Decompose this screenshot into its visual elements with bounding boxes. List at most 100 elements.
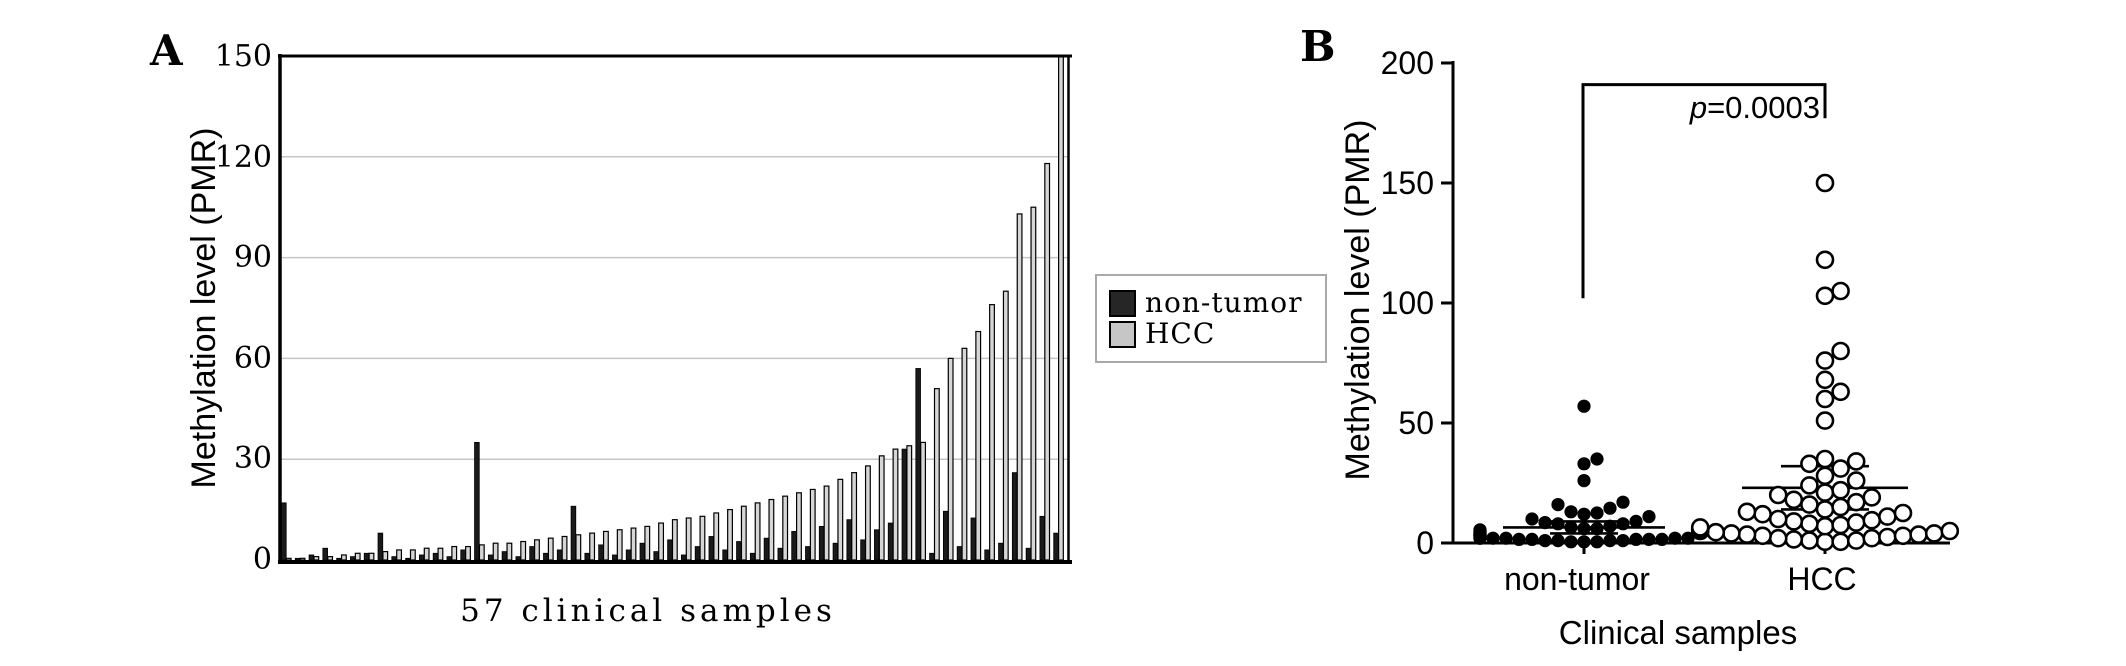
non-tumor-stat-lines	[1503, 520, 1665, 535]
data-point	[1831, 497, 1850, 517]
bar-non-tumor	[736, 541, 742, 561]
bar-non-tumor	[832, 542, 839, 561]
bar-non-tumor	[529, 546, 535, 561]
bar-hcc	[451, 545, 458, 561]
bar-non-tumor	[543, 552, 549, 561]
bar-hcc	[327, 556, 334, 561]
bar-hcc	[561, 535, 568, 561]
bar-non-tumor	[694, 546, 701, 561]
data-point	[1909, 525, 1928, 544]
bar-non-tumor	[322, 547, 328, 561]
data-point	[1815, 449, 1835, 469]
data-point	[1784, 490, 1804, 510]
bar-hcc	[465, 545, 471, 561]
data-point	[1538, 534, 1552, 548]
bar-non-tumor	[667, 539, 673, 561]
panel-b-ytick-100: 100	[1380, 285, 1434, 321]
data-point	[1538, 516, 1552, 530]
non-tumor-swatch-icon	[1109, 289, 1136, 317]
data-point	[1800, 495, 1819, 514]
bar-non-tumor	[708, 536, 715, 561]
data-point	[1564, 505, 1578, 519]
data-point	[1590, 535, 1604, 549]
data-point	[1846, 513, 1866, 532]
hcc-dots	[1690, 173, 1960, 552]
bar-non-tumor	[791, 531, 797, 561]
data-point	[1655, 532, 1669, 546]
bar-non-tumor	[501, 551, 508, 561]
data-point	[1831, 532, 1850, 552]
panel-b-y-axis-title: Methylation level (PMR)	[1339, 119, 1377, 481]
bar-non-tumor	[942, 510, 949, 561]
bar-hcc	[727, 509, 733, 561]
panel-b-scatter-chart	[1441, 61, 1960, 554]
bar-hcc	[685, 517, 692, 561]
data-point	[1512, 532, 1526, 546]
bar-non-tumor	[901, 448, 908, 561]
bar-non-tumor	[584, 552, 590, 561]
bar-non-tumor	[363, 552, 370, 561]
bar-hcc	[906, 445, 913, 561]
bar-hcc	[933, 388, 940, 561]
bar-non-tumor	[956, 546, 963, 561]
bar-hcc	[782, 495, 789, 561]
panel-a-bar-chart	[278, 54, 1072, 564]
data-point	[1551, 534, 1565, 548]
data-point	[1737, 525, 1757, 544]
bar-non-tumor	[308, 554, 315, 561]
bar-hcc	[423, 547, 430, 561]
bar-non-tumor	[722, 549, 728, 561]
bar-non-tumor	[887, 522, 894, 561]
data-point	[1846, 492, 1866, 512]
bar-hcc	[602, 530, 609, 561]
bar-non-tumor	[1025, 547, 1032, 561]
p-symbol: p	[1689, 90, 1708, 125]
bar-non-tumor	[474, 441, 480, 561]
bar-hcc	[920, 441, 927, 561]
bar-hcc	[671, 519, 678, 561]
bar-hcc	[768, 498, 775, 561]
bar-hcc	[864, 465, 871, 561]
bar-non-tumor	[294, 557, 301, 561]
data-point	[1753, 526, 1772, 546]
panel-a-ytick-30: 30	[233, 441, 272, 476]
panel-b-ytick-150: 150	[1380, 165, 1434, 201]
bar-hcc	[851, 472, 858, 561]
bar-non-tumor	[487, 554, 494, 561]
bar-non-tumor	[625, 549, 632, 561]
bar-hcc	[878, 455, 885, 561]
data-point	[1800, 454, 1819, 474]
bar-non-tumor	[391, 556, 397, 561]
bar-hcc	[520, 540, 527, 561]
bar-hcc	[354, 552, 361, 561]
bar-non-tumor	[350, 556, 356, 561]
data-point	[1473, 523, 1487, 537]
data-point	[1878, 527, 1897, 547]
bar-non-tumor	[777, 547, 784, 561]
bar-non-tumor	[432, 552, 439, 561]
data-point	[1940, 521, 1960, 541]
bar-non-tumor	[639, 542, 646, 561]
bar-non-tumor	[874, 529, 880, 561]
bar-hcc	[892, 448, 899, 561]
bar-hcc	[313, 556, 320, 561]
data-point	[1893, 503, 1913, 523]
bar-hcc	[547, 537, 554, 561]
bar-hcc	[368, 552, 375, 561]
data-point	[1768, 509, 1788, 529]
bar-hcc	[975, 330, 982, 561]
bar-pairs	[281, 55, 1064, 561]
data-point	[1642, 532, 1656, 546]
data-point	[1629, 532, 1643, 546]
data-point	[1784, 530, 1804, 549]
data-point	[1616, 495, 1630, 509]
p-value-annotation: p=0.0003	[1660, 92, 1820, 123]
data-point	[1831, 459, 1850, 478]
bar-hcc	[823, 485, 830, 561]
significance-bracket	[1581, 83, 1827, 299]
panel-a-y-axis-title: Methylation level (PMR)	[185, 127, 223, 489]
bar-non-tumor	[612, 554, 618, 561]
bar-non-tumor	[460, 549, 466, 561]
panel-a-ytick-90: 90	[233, 240, 272, 275]
legend-label-hcc: HCC	[1145, 317, 1216, 350]
